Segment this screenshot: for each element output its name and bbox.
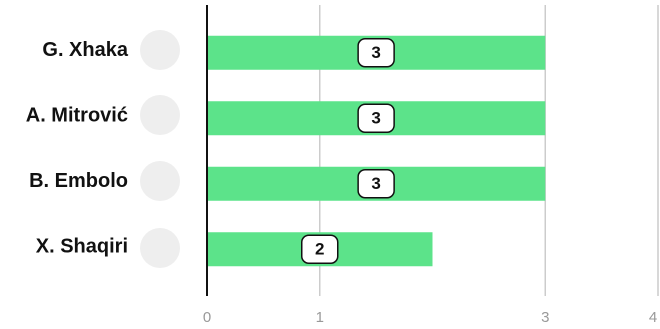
y-tick-label: A. Mitrović (26, 105, 128, 127)
y-tick-label: B. Embolo (29, 170, 128, 192)
avatar (140, 95, 180, 135)
value-badge (357, 38, 395, 68)
avatars (140, 30, 180, 268)
value-badge (357, 169, 395, 199)
avatar (140, 228, 180, 268)
avatar (140, 161, 180, 201)
x-tick-label: 3 (541, 309, 549, 326)
value-badge (357, 103, 395, 133)
value-label: 2 (315, 240, 324, 259)
value-label: 3 (371, 174, 380, 193)
x-tick-label: 4 (649, 309, 657, 326)
avatar (140, 30, 180, 70)
value-label: 3 (371, 43, 380, 62)
y-tick-label: X. Shaqiri (36, 236, 128, 258)
y-tick-label: G. Xhaka (42, 39, 128, 61)
value-label: 3 (371, 109, 380, 128)
value-badge (301, 234, 339, 264)
x-tick-label: 0 (203, 309, 211, 326)
x-tick-label: 1 (316, 309, 324, 326)
